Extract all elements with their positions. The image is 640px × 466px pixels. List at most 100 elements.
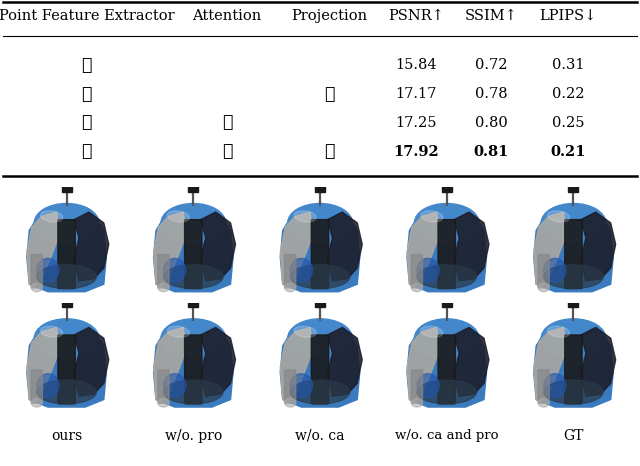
Ellipse shape <box>290 374 312 397</box>
Text: ours: ours <box>51 429 82 443</box>
Ellipse shape <box>420 211 443 222</box>
Ellipse shape <box>163 374 186 397</box>
Bar <box>61 185 72 192</box>
Ellipse shape <box>541 204 605 242</box>
Ellipse shape <box>417 265 477 288</box>
Ellipse shape <box>290 258 312 282</box>
Polygon shape <box>154 212 186 288</box>
Text: 17.92: 17.92 <box>393 144 439 158</box>
Text: w/o. ca: w/o. ca <box>295 429 345 443</box>
Ellipse shape <box>285 398 296 407</box>
Ellipse shape <box>412 283 422 292</box>
Ellipse shape <box>167 211 189 222</box>
Bar <box>568 301 579 307</box>
Text: Projection: Projection <box>292 9 367 23</box>
Ellipse shape <box>161 319 225 357</box>
Text: ✓: ✓ <box>222 114 232 131</box>
Polygon shape <box>74 328 109 396</box>
Polygon shape <box>201 212 236 281</box>
Ellipse shape <box>417 374 439 397</box>
Bar <box>61 301 72 307</box>
FancyBboxPatch shape <box>31 370 42 403</box>
FancyBboxPatch shape <box>184 335 202 404</box>
Bar <box>442 301 452 307</box>
Ellipse shape <box>417 380 477 404</box>
Text: 15.84: 15.84 <box>395 59 437 73</box>
Ellipse shape <box>538 398 549 407</box>
Polygon shape <box>407 321 486 407</box>
Text: w/o. pro: w/o. pro <box>164 429 222 443</box>
Polygon shape <box>407 328 439 403</box>
Bar <box>568 185 579 192</box>
Text: ✓: ✓ <box>222 143 232 160</box>
Polygon shape <box>534 206 613 292</box>
Polygon shape <box>280 328 312 403</box>
Text: 0.78: 0.78 <box>476 87 508 101</box>
Ellipse shape <box>288 204 352 242</box>
Text: Point Feature Extractor: Point Feature Extractor <box>0 9 174 23</box>
Bar <box>315 185 325 192</box>
Text: ✓: ✓ <box>81 57 92 74</box>
FancyBboxPatch shape <box>285 254 296 288</box>
Ellipse shape <box>161 204 225 242</box>
Text: 0.22: 0.22 <box>552 87 584 101</box>
Text: 17.17: 17.17 <box>396 87 436 101</box>
Ellipse shape <box>36 265 97 288</box>
FancyBboxPatch shape <box>158 370 169 403</box>
Text: Attention: Attention <box>193 9 262 23</box>
Ellipse shape <box>420 326 443 337</box>
Ellipse shape <box>417 258 439 282</box>
Bar <box>442 185 452 192</box>
FancyBboxPatch shape <box>412 370 422 403</box>
Ellipse shape <box>163 265 223 288</box>
FancyBboxPatch shape <box>158 254 169 288</box>
Text: w/o. ca and pro: w/o. ca and pro <box>395 429 499 442</box>
Text: 0.31: 0.31 <box>552 59 584 73</box>
Polygon shape <box>201 328 236 396</box>
Polygon shape <box>328 328 362 396</box>
Polygon shape <box>27 321 106 407</box>
FancyBboxPatch shape <box>184 219 202 288</box>
Ellipse shape <box>36 374 59 397</box>
Ellipse shape <box>158 398 169 407</box>
Ellipse shape <box>294 211 316 222</box>
Ellipse shape <box>547 326 570 337</box>
Ellipse shape <box>35 319 99 357</box>
FancyBboxPatch shape <box>311 219 329 288</box>
Polygon shape <box>27 328 59 403</box>
Ellipse shape <box>36 380 97 404</box>
Ellipse shape <box>412 398 422 407</box>
Ellipse shape <box>543 258 566 282</box>
Ellipse shape <box>40 326 63 337</box>
Polygon shape <box>27 212 59 288</box>
Ellipse shape <box>163 258 186 282</box>
Polygon shape <box>534 321 613 407</box>
Polygon shape <box>328 212 362 281</box>
FancyBboxPatch shape <box>285 370 296 403</box>
Ellipse shape <box>285 283 296 292</box>
Text: GT: GT <box>563 429 584 443</box>
Text: 0.21: 0.21 <box>550 144 586 158</box>
Text: LPIPS↓: LPIPS↓ <box>540 9 597 23</box>
FancyBboxPatch shape <box>438 219 456 288</box>
Text: ✓: ✓ <box>81 114 92 131</box>
Polygon shape <box>407 212 439 288</box>
Polygon shape <box>280 321 360 407</box>
Text: ✓: ✓ <box>324 86 335 103</box>
FancyBboxPatch shape <box>58 219 76 288</box>
Bar <box>315 301 325 307</box>
Polygon shape <box>74 212 109 281</box>
Text: ✓: ✓ <box>324 143 335 160</box>
FancyBboxPatch shape <box>538 254 549 288</box>
Ellipse shape <box>547 211 570 222</box>
FancyBboxPatch shape <box>564 219 582 288</box>
Polygon shape <box>581 328 616 396</box>
Ellipse shape <box>543 265 604 288</box>
Polygon shape <box>534 212 566 288</box>
Bar <box>188 185 198 192</box>
Polygon shape <box>407 206 486 292</box>
Text: PSNR↑: PSNR↑ <box>388 9 444 23</box>
Ellipse shape <box>288 319 352 357</box>
Ellipse shape <box>543 380 604 404</box>
Text: ✓: ✓ <box>81 86 92 103</box>
